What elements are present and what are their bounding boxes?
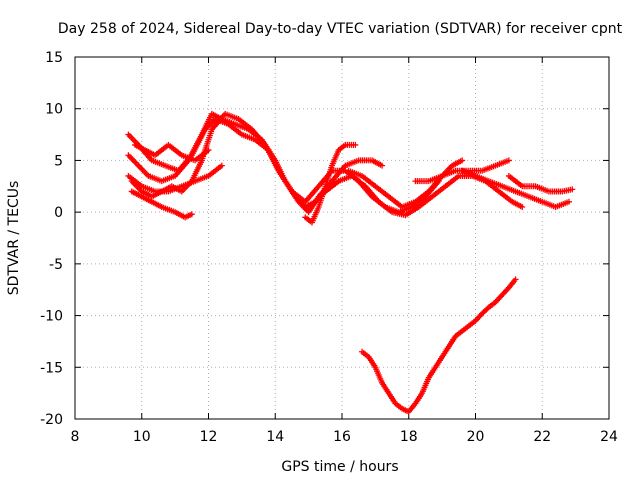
data-series-track-6 — [125, 162, 225, 195]
x-axis-label: GPS time / hours — [281, 459, 398, 475]
data-point — [205, 147, 212, 154]
data-point — [379, 162, 386, 169]
y-tick-label: -5 — [49, 257, 63, 273]
data-point — [565, 198, 572, 205]
y-tick-label: 15 — [45, 50, 63, 66]
data-series-track-7 — [302, 141, 359, 226]
grid — [75, 57, 609, 419]
data-series-track-9 — [345, 157, 466, 210]
y-tick-label: 5 — [54, 153, 63, 169]
x-tick-label: 24 — [600, 429, 618, 445]
data-series-track-13 — [359, 276, 519, 415]
data-series-track-12 — [505, 172, 576, 195]
x-tick-label: 12 — [200, 429, 218, 445]
axis-ticks: 8 10 12 14 16 18 20 22 24 -20 -15 -10 -5 0 5 10 15 — [40, 50, 618, 445]
x-tick-label: 16 — [333, 429, 351, 445]
y-tick-label: 0 — [54, 205, 63, 221]
x-tick-label: 22 — [533, 429, 551, 445]
data-points — [125, 110, 576, 415]
y-axis-label: SDTVAR / TECUs — [6, 181, 22, 296]
y-tick-label: -15 — [40, 360, 63, 376]
y-tick-label: -10 — [40, 309, 63, 325]
data-point — [352, 141, 359, 148]
chart-title: Day 258 of 2024, Sidereal Day-to-day VTE… — [58, 21, 623, 37]
y-tick-label: 10 — [45, 102, 63, 118]
data-series-track-8 — [322, 172, 526, 219]
data-point — [484, 305, 491, 312]
data-series-track-11 — [459, 167, 572, 210]
data-point — [459, 157, 466, 164]
data-point — [218, 162, 225, 169]
x-tick-label: 18 — [400, 429, 418, 445]
y-tick-label: -20 — [40, 412, 63, 428]
data-point — [505, 157, 512, 164]
plot-frame — [74, 56, 610, 420]
data-point — [188, 211, 195, 218]
data-point — [569, 186, 576, 193]
data-point — [512, 276, 519, 283]
x-tick-label: 20 — [467, 429, 485, 445]
data-point — [519, 203, 526, 210]
x-tick-label: 14 — [266, 429, 284, 445]
x-tick-label: 8 — [71, 429, 80, 445]
data-series-track-5 — [132, 141, 212, 164]
x-tick-label: 10 — [133, 429, 151, 445]
data-series-track-4 — [128, 188, 195, 221]
